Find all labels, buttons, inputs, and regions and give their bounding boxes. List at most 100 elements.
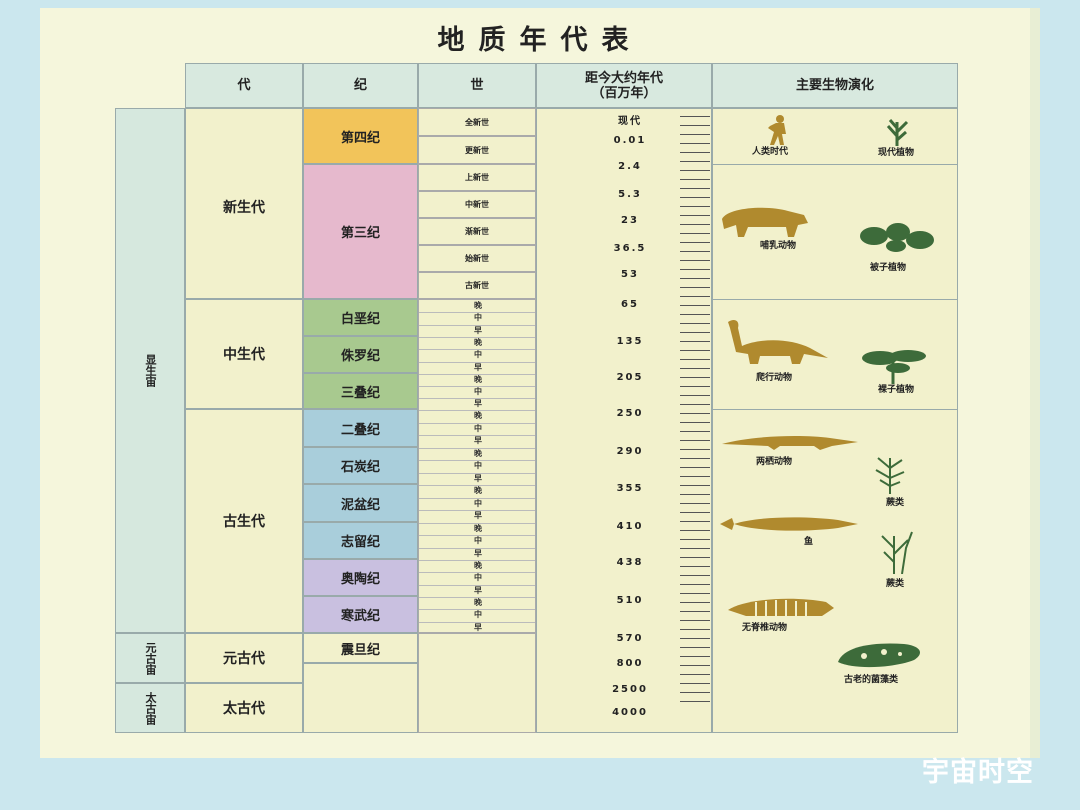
age-label: 36.5: [613, 243, 647, 254]
subdivision-label: 早: [474, 399, 482, 408]
human-figure-icon: [768, 115, 786, 145]
age-label: 5.3: [618, 189, 642, 200]
bio-label: 鱼: [804, 537, 814, 547]
epoch-pleistocene: 更新世: [418, 136, 536, 164]
age-tick: [680, 431, 710, 432]
age-tick: [680, 512, 710, 513]
subdivision-label: 早: [474, 473, 482, 483]
age-tick: [680, 566, 710, 567]
subdivision-line: [419, 435, 535, 437]
epoch-oligocene: 渐新世: [418, 218, 536, 245]
age-tick: [680, 116, 710, 117]
age-tick: [680, 341, 710, 342]
age-tick: [680, 575, 710, 576]
subdivision-label: 晚: [474, 598, 482, 607]
algae-icon: [838, 643, 920, 668]
age-tick: [680, 224, 710, 225]
age-tick: [680, 332, 710, 333]
subdivision-label: 早: [474, 511, 482, 521]
age-tick: [680, 395, 710, 396]
angiosperm-icon: [860, 223, 934, 252]
subdivision-line: [419, 349, 535, 351]
age-tick: [680, 134, 710, 135]
epoch-miocene: 中新世: [418, 191, 536, 218]
slide-edge: [1030, 8, 1040, 758]
era-proterozoic: 元古代: [185, 633, 303, 683]
slide: 地质年代表 代 纪 世 距今大约年代 （百万年） 主要生物演化 显生宙 元古宙 …: [40, 8, 1040, 758]
age-tick: [680, 350, 710, 351]
age-label: 205: [616, 372, 644, 383]
subdivision-label: 晚: [474, 486, 482, 495]
header-period: 纪: [303, 63, 418, 108]
period-jurassic: 侏罗纪: [303, 336, 418, 373]
age-tick: [680, 674, 710, 675]
age-tick: [680, 269, 710, 270]
fern-icon: [875, 457, 905, 494]
subdivision-line: [419, 460, 535, 462]
age-tick: [680, 449, 710, 450]
age-tick: [680, 557, 710, 558]
page-title: 地质年代表: [437, 25, 643, 56]
fern-icon: [881, 531, 913, 574]
age-tick: [680, 593, 710, 594]
subdivision-label: 早: [474, 362, 482, 372]
age-tick: [680, 404, 710, 405]
age-label: 2.4: [618, 161, 642, 172]
age-column: [536, 108, 712, 733]
amphibian-icon: [722, 436, 858, 450]
period-cretaceous: 白垩纪: [303, 299, 418, 336]
subdivision-label: 早: [474, 548, 482, 558]
age-tick: [680, 161, 710, 162]
bio-label: 爬行动物: [756, 373, 793, 383]
subdivision-label: 中: [474, 536, 482, 546]
subdivision-line: [419, 621, 535, 623]
subdivision-label: 晚: [474, 524, 482, 533]
age-tick: [680, 296, 710, 297]
age-tick: [680, 485, 710, 486]
era-archean: 太古代: [185, 683, 303, 733]
subdivision-line: [419, 584, 535, 586]
age-label: 53: [621, 269, 639, 280]
eon-proterozoic: 元古宙: [115, 633, 185, 683]
age-tick: [680, 188, 710, 189]
age-label: 23: [621, 215, 639, 226]
eon-phanerozoic: 显生宙: [115, 108, 185, 633]
subdivision-label: 中: [474, 423, 482, 433]
age-tick: [680, 467, 710, 468]
age-tick: [680, 422, 710, 423]
subdivision-line: [419, 560, 535, 561]
age-tick: [680, 611, 710, 612]
age-tick: [680, 170, 710, 171]
subdivision-label: 早: [474, 585, 482, 595]
subdivision-line: [419, 374, 535, 375]
age-label: 800: [616, 658, 644, 669]
period-empty: [303, 663, 418, 733]
age-tick: [680, 548, 710, 549]
bio-label: 蕨类: [886, 579, 905, 589]
header-epoch: 世: [418, 63, 536, 108]
age-tick: [680, 278, 710, 279]
age-label: 2500: [612, 684, 648, 695]
header-age: 距今大约年代 （百万年）: [536, 63, 712, 108]
subdivision-line: [419, 597, 535, 598]
age-tick: [680, 314, 710, 315]
age-tick: [680, 602, 710, 603]
age-label: 4000: [612, 707, 648, 718]
bio-label: 人类时代: [752, 147, 789, 157]
bio-label: 无脊椎动物: [742, 623, 788, 633]
eon-archean: 太古宙: [115, 683, 185, 733]
subdivision-line: [419, 547, 535, 549]
age-tick: [680, 413, 710, 414]
age-tick: [680, 683, 710, 684]
age-label: 135: [616, 336, 644, 347]
age-tick: [680, 242, 710, 243]
subdivision-label: 中: [474, 313, 482, 323]
age-tick: [680, 206, 710, 207]
subdivision-label: 晚: [474, 338, 482, 347]
epoch-eocene: 始新世: [418, 245, 536, 272]
age-tick: [680, 539, 710, 540]
epoch-pliocene: 上新世: [418, 164, 536, 191]
period-silurian: 志留纪: [303, 522, 418, 559]
age-label: 250: [616, 408, 644, 419]
bio-divider: [712, 409, 958, 410]
